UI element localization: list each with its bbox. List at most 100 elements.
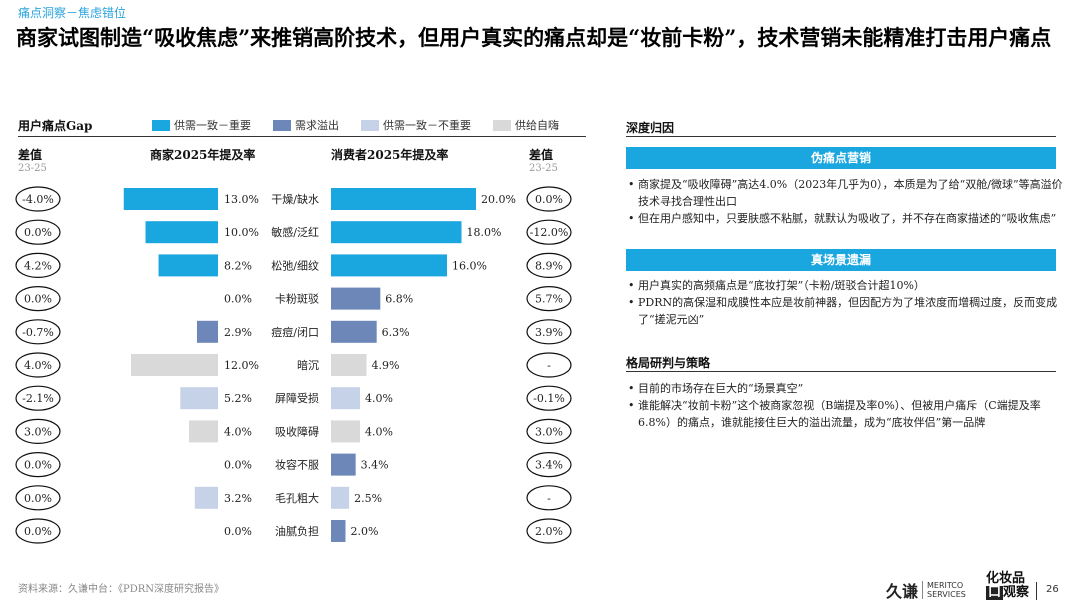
category-label: 松弛/细纹 bbox=[271, 258, 319, 272]
consumer-value-label: 4.0% bbox=[365, 392, 393, 405]
legend-swatch bbox=[493, 119, 511, 131]
consumer-bar bbox=[331, 453, 356, 476]
consumer-bar bbox=[331, 420, 360, 443]
gap-right-ellipse bbox=[526, 385, 572, 411]
gap-left-ellipse bbox=[15, 518, 61, 544]
merchant-bar bbox=[123, 188, 218, 210]
chart-heading: 用户痛点Gap bbox=[18, 119, 93, 133]
legend: 供需一致－重要 需求溢出 供需一致－不重要 供给自嗨 bbox=[152, 117, 581, 133]
gap-right-subheader: 23-25 bbox=[529, 163, 558, 174]
gap-left-ellipse bbox=[15, 319, 61, 345]
gap-left-value: 0.0% bbox=[24, 226, 52, 239]
bullet-item: 目前的市场存在巨大的“场景真空” bbox=[626, 380, 1066, 397]
consumer-value-label: 6.8% bbox=[385, 293, 413, 306]
gap-left-value: 0.0% bbox=[24, 525, 52, 538]
consumer-bar bbox=[331, 486, 350, 509]
gap-left-value: 4.0% bbox=[24, 359, 52, 372]
gap-left-ellipse bbox=[15, 385, 61, 411]
merchant-bar bbox=[158, 254, 218, 277]
legend-label: 供给自嗨 bbox=[515, 119, 559, 132]
category-label: 暗沉 bbox=[297, 358, 319, 372]
source-note: 资料来源：久谦中台：《PDRN深度研究报告》 bbox=[18, 584, 225, 595]
merchant-value-label: 2.9% bbox=[224, 326, 252, 339]
bullet-item: 用户真实的高频痛点是“底妆打架”（卡粉/斑驳合计超10%） bbox=[626, 277, 1066, 294]
gap-left-value: -0.7% bbox=[22, 326, 54, 339]
merchant-bar bbox=[194, 486, 218, 509]
merchant-value-label: 12.0% bbox=[224, 359, 259, 372]
gap-left-ellipse bbox=[15, 485, 61, 511]
category-label: 痘痘/闭口 bbox=[271, 325, 319, 339]
gap-left-ellipse bbox=[15, 186, 61, 212]
bullets-strategy: 目前的市场存在巨大的“场景真空”谁能解决“妆前卡粉”这个被商家忽视（B端提及率0… bbox=[626, 380, 1066, 431]
consumer-value-label: 4.0% bbox=[365, 425, 393, 438]
banner-missing-scene: 真场景遗漏 bbox=[626, 249, 1056, 271]
cosmetics-observer-logo: 化妆品口观察 bbox=[986, 571, 1030, 600]
consumer-value-label: 4.9% bbox=[372, 359, 400, 372]
page-title: 商家试图制造“吸收焦虑”来推销高阶技术，但用户真实的痛点却是“妆前卡粉”，技术营… bbox=[16, 25, 1052, 50]
gap-left-value: 4.2% bbox=[24, 259, 52, 272]
gap-right-value: 8.9% bbox=[535, 259, 563, 272]
legend-item: 需求溢出 bbox=[273, 117, 339, 133]
consumer-bar bbox=[331, 221, 462, 244]
merchant-bar bbox=[131, 354, 218, 376]
consumer-value-label: 6.3% bbox=[382, 326, 410, 339]
consumer-value-label: 3.4% bbox=[361, 459, 389, 472]
gap-right-ellipse bbox=[526, 219, 572, 245]
gap-left-value: 0.0% bbox=[24, 293, 52, 306]
breadcrumb: 痛点洞察－焦虑错位 bbox=[18, 6, 127, 20]
legend-label: 供需一致－重要 bbox=[174, 119, 251, 132]
gap-left-ellipse bbox=[15, 219, 61, 245]
left-top-rule bbox=[18, 136, 586, 137]
legend-item: 供需一致－不重要 bbox=[361, 117, 471, 133]
gap-right-ellipse bbox=[526, 186, 572, 212]
consumer-bar bbox=[331, 188, 476, 210]
gap-right-ellipse bbox=[526, 452, 572, 478]
gap-right-value: - bbox=[547, 359, 551, 372]
gap-right-value: 0.0% bbox=[535, 193, 563, 206]
gap-left-ellipse bbox=[15, 418, 61, 444]
gap-left-ellipse bbox=[15, 452, 61, 478]
category-label: 妆容不服 bbox=[275, 458, 319, 472]
bullet-item: PDRN的高保湿和成膜性本应是妆前神器，但因配方为了堆浓度而增稠过度，反而变成了… bbox=[626, 294, 1066, 328]
category-label: 油腻负担 bbox=[275, 524, 319, 538]
gap-right-value: 3.4% bbox=[535, 459, 563, 472]
legend-label: 需求溢出 bbox=[295, 119, 339, 132]
consumer-header: 消费者2025年提及率 bbox=[331, 148, 449, 162]
consumer-value-label: 20.0% bbox=[481, 193, 516, 206]
gap-right-value: 3.0% bbox=[535, 425, 563, 438]
merchant-bar bbox=[180, 387, 218, 410]
category-label: 吸收障碍 bbox=[275, 424, 319, 438]
gap-right-ellipse bbox=[526, 286, 572, 312]
consumer-bar bbox=[331, 520, 346, 542]
legend-swatch bbox=[361, 119, 379, 131]
gap-right-ellipse bbox=[526, 319, 572, 345]
merchant-header: 商家2025年提及率 bbox=[150, 148, 256, 162]
consumer-bar bbox=[331, 320, 377, 343]
category-label: 毛孔粗大 bbox=[275, 491, 319, 505]
gap-left-value: 0.0% bbox=[24, 492, 52, 505]
butterfly-chart: -4.0% 13.0% 干燥/缺水 20.0% 0.0%0.0% 10.0% 敏感/泛红 18… bbox=[15, 186, 572, 544]
merchant-value-label: 10.0% bbox=[224, 226, 259, 239]
consumer-value-label: 2.5% bbox=[354, 492, 382, 505]
meritco-logo: 久谦 MERITCO SERVICES bbox=[886, 578, 966, 602]
meritco-logo-cn: 久谦 bbox=[886, 582, 919, 601]
consumer-bar bbox=[331, 287, 381, 310]
gap-left-subheader: 23-25 bbox=[18, 163, 47, 174]
gap-right-value: -0.1% bbox=[533, 392, 565, 405]
merchant-bar bbox=[145, 221, 218, 244]
category-label: 干燥/缺水 bbox=[271, 192, 319, 206]
legend-label: 供需一致－不重要 bbox=[383, 119, 471, 132]
bullets-fake-pain: 商家提及“吸收障碍”高达4.0%（2023年几乎为0），本质是为了给“双舱/微球… bbox=[626, 176, 1066, 227]
page-number: 26 bbox=[1046, 584, 1059, 595]
gap-left-ellipse bbox=[15, 286, 61, 312]
consumer-value-label: 2.0% bbox=[351, 525, 379, 538]
merchant-value-label: 0.0% bbox=[224, 525, 252, 538]
merchant-value-label: 8.2% bbox=[224, 259, 252, 272]
gap-left-value: -2.1% bbox=[22, 392, 54, 405]
gap-left-header: 差值 bbox=[18, 148, 43, 162]
gap-left-value: -4.0% bbox=[22, 193, 54, 206]
merchant-bar bbox=[189, 420, 218, 443]
merchant-value-label: 4.0% bbox=[224, 425, 252, 438]
bullet-item: 谁能解决“妆前卡粉”这个被商家忽视（B端提及率0%）、但被用户痛斥（C端提及率6… bbox=[626, 397, 1066, 431]
gap-right-ellipse bbox=[526, 518, 572, 544]
